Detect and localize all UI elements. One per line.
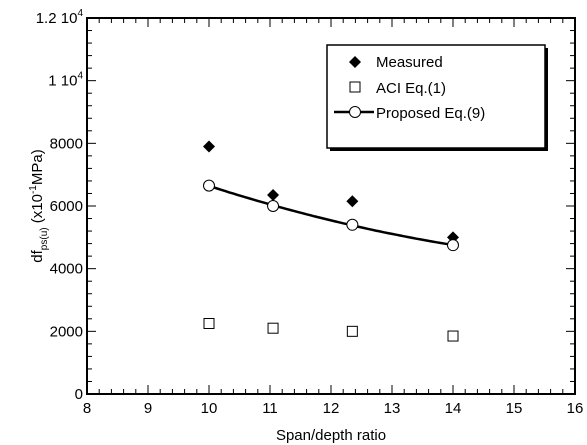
x-tick-label: 11 <box>262 400 278 417</box>
measured-point <box>267 189 280 202</box>
y-axis-title-prefix: df <box>29 249 46 262</box>
proposed-point <box>447 239 459 252</box>
legend-label-measured: Measured <box>376 54 443 71</box>
y-axis-title-units: (x10 <box>29 194 46 227</box>
aci-point <box>346 325 358 337</box>
x-tick-label: 13 <box>384 400 401 417</box>
y-tick-label: 1.2 104 <box>36 8 84 27</box>
y-axis-title: dfps(u) (x10-1MPa) <box>28 149 50 262</box>
y-tick-label: 8000 <box>50 135 83 152</box>
x-tick-label: 10 <box>201 400 218 417</box>
measured-point <box>203 140 215 153</box>
legend-label-proposed: Proposed Eq.(9) <box>376 105 485 122</box>
x-axis-title: Span/depth ratio <box>276 427 386 444</box>
aci-point <box>267 322 279 334</box>
x-tick-label: 16 <box>567 400 584 417</box>
x-tick-label: 15 <box>506 400 523 417</box>
legend: Measured ACI Eq.(1) Proposed Eq.(9) <box>326 44 548 151</box>
x-tick-label: 12 <box>323 400 340 417</box>
tick-labels: 8 9 10 11 12 13 14 15 16 0 2000 4000 6000 8000 1 104 1.… <box>36 8 584 417</box>
y-tick-label: 2000 <box>50 323 83 340</box>
y-axis-title-units-close: MPa) <box>29 149 46 185</box>
proposed-point <box>346 218 359 231</box>
aci-point <box>447 330 459 342</box>
proposed-curve <box>208 184 454 247</box>
ticks-layer <box>86 17 576 395</box>
series-layer <box>203 140 459 342</box>
y-tick-label: 6000 <box>50 198 83 215</box>
legend-marker-measured <box>349 56 361 68</box>
x-tick-label: 8 <box>83 400 91 417</box>
legend-marker-aci <box>349 81 361 93</box>
legend-box-shadow-right <box>545 48 548 151</box>
x-tick-label: 14 <box>445 400 462 417</box>
aci-point <box>203 318 215 329</box>
legend-marker-proposed <box>349 106 361 118</box>
y-tick-label: 4000 <box>50 261 83 278</box>
legend-label-aci: ACI Eq.(1) <box>376 80 446 97</box>
proposed-point <box>267 200 280 212</box>
y-tick-label: 0 <box>75 386 83 403</box>
measured-point <box>346 195 359 208</box>
legend-box-shadow-bottom <box>330 148 548 151</box>
x-tick-label: 9 <box>144 400 152 417</box>
proposed-point <box>203 179 215 192</box>
y-axis-title-subscript: ps(u) <box>39 227 50 250</box>
y-tick-label: 1 104 <box>48 71 83 90</box>
y-axis-title-units-exponent: -1 <box>28 185 39 194</box>
